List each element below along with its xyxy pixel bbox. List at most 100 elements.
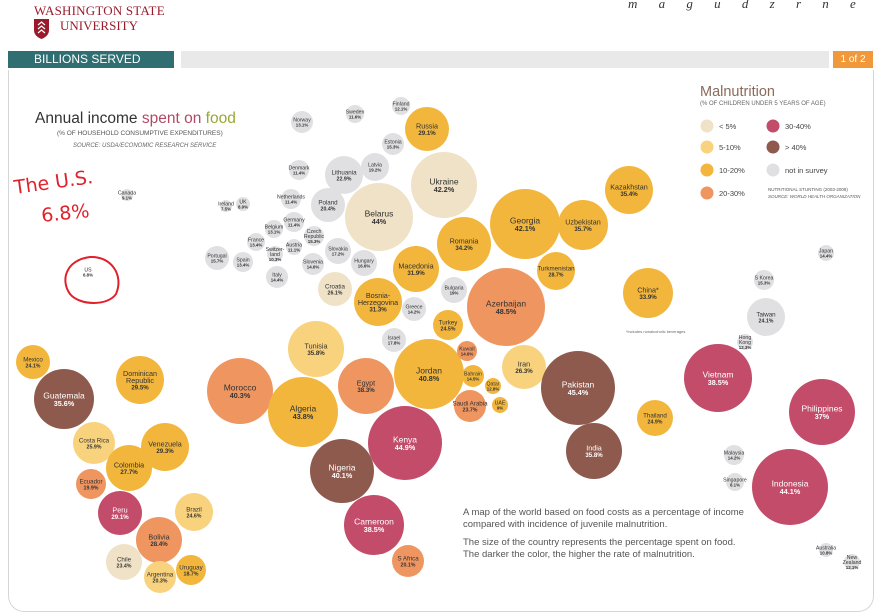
country-name: Philippines (801, 403, 842, 413)
chart-description: A map of the world based on food costs a… (463, 507, 744, 560)
country-value: 12.8% (487, 387, 500, 392)
bubble-circle (302, 253, 324, 275)
country-name: Slovakia (328, 247, 348, 253)
country-value: 9% (497, 406, 503, 411)
country-name: US (84, 267, 92, 273)
country-value: 38.3% (357, 387, 375, 394)
country-name: Norway (293, 118, 311, 124)
bubble-circle (344, 495, 404, 555)
chart-title: Annual income spent on food (35, 110, 236, 127)
bubble-circle (351, 250, 377, 276)
country-value: 29.5% (131, 385, 149, 392)
legend-label-20-30: 20-30% (719, 189, 745, 198)
legend-swatch-5 (700, 119, 714, 133)
legend-source: SOURCE: WORLD HEALTH ORGANIZATION (768, 194, 861, 199)
bubble-circle (76, 469, 106, 499)
country-value: 48.5% (496, 307, 517, 316)
bubble-circle (106, 544, 142, 580)
header-bar (181, 51, 829, 68)
bubble-circle (233, 252, 253, 272)
country-value: 12.3% (739, 345, 752, 350)
legend-swatch-5-10 (700, 140, 714, 154)
country-value: 44% (372, 217, 387, 226)
chart-source: SOURCE: USDA/ECONOMIC RESEARCH SERVICE (73, 143, 217, 149)
legend-label-5-10: 5-10% (719, 143, 741, 152)
country-name: Mexico (23, 357, 43, 364)
china-note: *includes nonalcoholic beverages (626, 329, 685, 334)
country-value: 29.1% (418, 130, 436, 137)
bubble-circle (818, 245, 834, 261)
bubble-circle (392, 97, 410, 115)
bubble-china: China*33.9% (623, 268, 673, 318)
country-name: Russia (416, 121, 438, 130)
country-name: Malaysia (724, 451, 745, 457)
page-indicator[interactable]: 1 of 2 (833, 51, 873, 68)
country-value: 35.8% (585, 452, 603, 459)
country-value: 29.3% (156, 448, 174, 455)
bubble-circle (566, 423, 622, 479)
description-line: compared with incidence of juvenile maln… (463, 519, 667, 530)
country-name: UAE (495, 401, 506, 407)
legend-label-10-20: 10-20% (719, 166, 745, 175)
country-name: Kazakhstan (610, 182, 648, 191)
description-line: A map of the world based on food costs a… (463, 507, 744, 518)
bubble-circle (467, 268, 545, 346)
bubble-circle (492, 397, 508, 413)
country-value: 23.4% (117, 563, 132, 569)
country-name: Lithuania (331, 170, 357, 177)
country-value: 14.2% (408, 310, 421, 315)
country-name: Taiwan (756, 312, 776, 319)
country-value: 15.3% (387, 145, 400, 150)
country-name: Romania (450, 236, 479, 245)
country-name: Chile (117, 557, 132, 564)
logo-line1: WASHINGTON STATE (34, 3, 165, 18)
country-name: UK (239, 199, 247, 205)
country-name: Spain (236, 258, 249, 264)
country-value: 11.4% (285, 200, 297, 205)
bubble-circle (382, 133, 404, 155)
bubble-us: US6.8% (83, 267, 93, 277)
country-name: Bulgaria (444, 286, 463, 292)
country-name: Bosnia-Herzegovina (358, 291, 398, 307)
country-value: 19% (450, 291, 459, 296)
country-name: Portugal (207, 254, 226, 260)
country-name: Nigeria (329, 462, 356, 472)
bubble-circle (220, 200, 232, 212)
country-value: 19.2% (369, 168, 382, 173)
content-frame (8, 70, 874, 612)
country-name: Sweden (346, 110, 365, 116)
country-value: 15.7% (211, 259, 224, 264)
bubble-circle (286, 239, 302, 255)
country-name: China* (637, 285, 659, 294)
country-name: Ukraine (429, 176, 459, 186)
bubble-circle (368, 406, 442, 480)
country-value: 13.1% (268, 230, 281, 235)
bubble-circle (361, 153, 389, 181)
title-part2: spent on (142, 110, 201, 127)
bubble-circle (325, 156, 363, 194)
bubble-circle (411, 152, 477, 218)
country-name: Ireland (218, 201, 234, 207)
country-value: 20.4% (321, 206, 336, 212)
country-name: New Zealand (843, 555, 862, 566)
title-part3: food (206, 110, 236, 127)
